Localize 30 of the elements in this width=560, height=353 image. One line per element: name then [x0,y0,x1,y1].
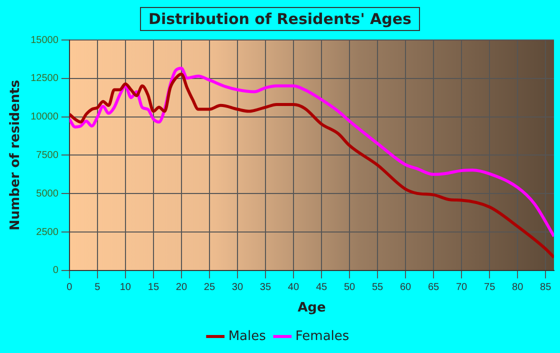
x-tick-label: 40 [288,282,300,294]
x-tick-label: 70 [456,282,468,294]
x-tick-label: 35 [260,282,272,294]
y-tick-label: 5000 [36,188,59,200]
y-tick-label: 7500 [36,150,59,161]
x-tick-label: 30 [232,282,244,294]
legend-label: Males [228,328,266,344]
x-tick-label: 80 [512,282,524,294]
y-tick-label: 15000 [30,34,59,46]
x-tick-label: 85 [540,282,552,294]
x-tick-label: 5 [94,282,101,294]
y-tick-label: 2500 [36,226,59,238]
legend-label: Females [295,328,350,344]
y-tick-label: 10000 [30,112,59,123]
chart-title: Distribution of Residents' Ages [140,7,420,31]
x-tick-label: 75 [484,282,496,294]
x-tick-label: 0 [66,282,73,294]
y-tick-label: 12500 [30,73,59,84]
x-tick-label: 25 [204,282,216,294]
y-tick-label: 0 [52,265,59,276]
y-axis-title: Number of residents [8,80,24,231]
x-axis-title: Age [298,300,326,316]
x-tick-label: 20 [176,282,188,294]
x-tick-label: 65 [428,282,440,294]
x-tick-label: 10 [120,282,132,294]
x-tick-label: 15 [148,282,160,294]
x-tick-label: 50 [344,282,356,294]
x-tick-label: 45 [316,282,328,294]
x-tick-label: 60 [400,282,412,294]
x-tick-label: 55 [372,282,384,294]
